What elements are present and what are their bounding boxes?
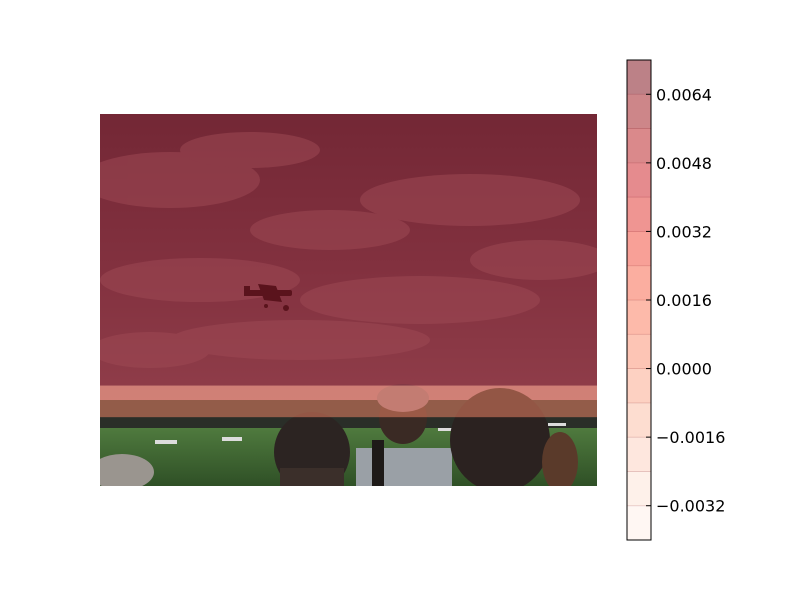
colorbar-level-11 <box>627 128 651 163</box>
colorbar-tick-label: 0.0048 <box>656 154 712 173</box>
colorbar-level-0 <box>627 505 651 540</box>
colorbar-level-12 <box>627 94 651 129</box>
colorbar-level-1 <box>627 471 651 506</box>
colorbar-level-10 <box>627 162 651 198</box>
colorbar-level-6 <box>627 300 651 335</box>
colorbar-level-9 <box>627 197 651 232</box>
colorbar-level-13 <box>627 60 651 95</box>
colorbar: 0.0064 0.0048 0.0032 0.0016 0.0000 −0.0016 −0.… <box>626 59 725 541</box>
heatmap-overlay <box>100 114 597 418</box>
heatmap-cell-0 <box>100 114 597 386</box>
colorbar-level-3 <box>627 402 651 438</box>
parked-planes <box>155 423 566 444</box>
colorbar-tick-label: −0.0016 <box>656 428 725 447</box>
colorbar-tick-label: 0.0016 <box>656 291 712 310</box>
colorbar-tick-label: −0.0032 <box>656 497 725 516</box>
colorbar-tick-label: 0.0064 <box>656 85 712 104</box>
colorbar-level-5 <box>627 334 651 369</box>
colorbar-level-7 <box>627 265 651 300</box>
colorbar-level-4 <box>627 368 651 403</box>
colorbar-tick-label: 0.0032 <box>656 222 712 241</box>
colorbar-tick-label: 0.0000 <box>656 360 712 379</box>
heatmap-cell-1 <box>100 385 597 418</box>
colorbar-level-2 <box>627 437 651 472</box>
colorbar-level-8 <box>627 231 651 266</box>
